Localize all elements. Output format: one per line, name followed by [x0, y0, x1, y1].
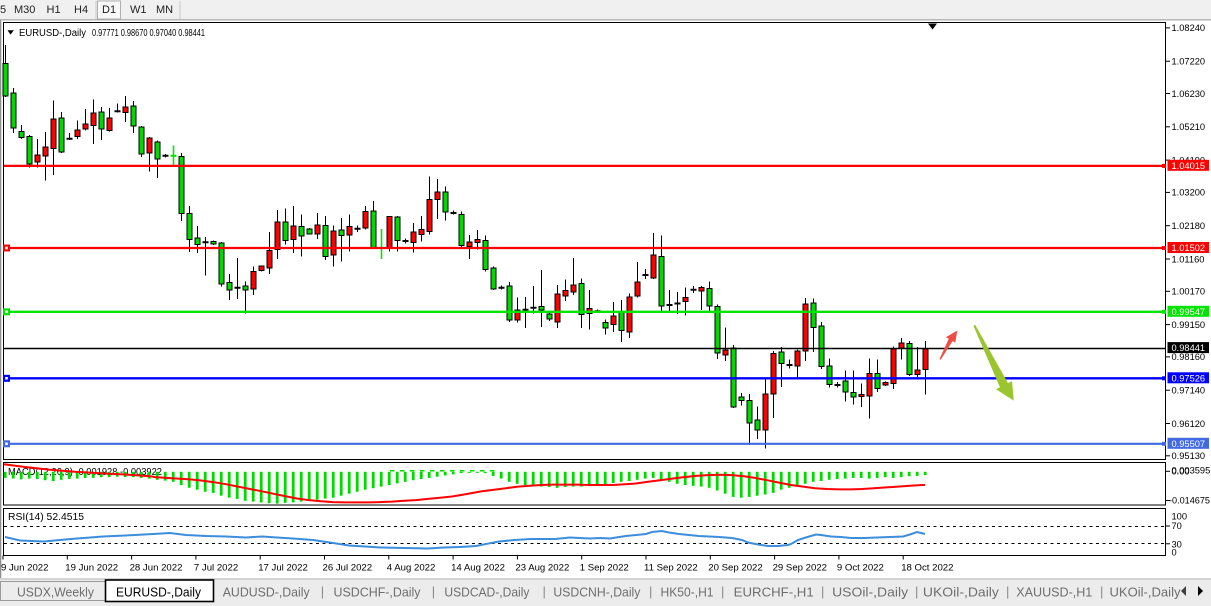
- svg-text:9 Jun 2022: 9 Jun 2022: [1, 563, 48, 574]
- svg-text:1.01160: 1.01160: [1172, 254, 1205, 264]
- svg-text:1.02180: 1.02180: [1172, 221, 1206, 231]
- svg-text:H4: H4: [74, 4, 88, 16]
- svg-text:UKOil-,Daily: UKOil-,Daily: [1110, 585, 1181, 600]
- svg-text:17 Jul 2022: 17 Jul 2022: [258, 563, 308, 574]
- svg-text:USDCAD-,Daily: USDCAD-,Daily: [444, 585, 529, 600]
- svg-text:5: 5: [0, 4, 6, 16]
- svg-text:14 Aug 2022: 14 Aug 2022: [451, 563, 505, 574]
- svg-text:0.98441: 0.98441: [1172, 343, 1206, 353]
- svg-text:20 Sep 2022: 20 Sep 2022: [708, 563, 762, 574]
- svg-text:RSI(14) 52.4515: RSI(14) 52.4515: [8, 512, 84, 523]
- svg-text:W1: W1: [130, 4, 147, 16]
- svg-text:0.96120: 0.96120: [1172, 419, 1206, 429]
- svg-text:AUDUSD-,Daily: AUDUSD-,Daily: [223, 585, 310, 600]
- svg-text:0.00: 0.00: [1172, 467, 1190, 477]
- svg-text:28 Jun 2022: 28 Jun 2022: [130, 563, 183, 574]
- svg-text:0.95507: 0.95507: [1172, 439, 1206, 449]
- svg-text:|: |: [321, 584, 324, 599]
- svg-text:23 Aug 2022: 23 Aug 2022: [515, 563, 569, 574]
- svg-text:|: |: [915, 584, 918, 599]
- svg-text:26 Jul 2022: 26 Jul 2022: [323, 563, 373, 574]
- svg-text:USDX,Weekly: USDX,Weekly: [17, 585, 94, 600]
- svg-text:0.98160: 0.98160: [1172, 352, 1206, 362]
- svg-text:|: |: [1100, 584, 1103, 599]
- svg-text:HK50-,H1: HK50-,H1: [661, 585, 714, 600]
- svg-text:EURUSD-,Daily: EURUSD-,Daily: [19, 28, 86, 39]
- svg-text:11 Sep 2022: 11 Sep 2022: [644, 563, 698, 574]
- svg-text:0.95130: 0.95130: [1172, 451, 1206, 461]
- svg-text:EURUSD-,Daily: EURUSD-,Daily: [116, 585, 201, 600]
- svg-text:29 Sep 2022: 29 Sep 2022: [773, 563, 827, 574]
- svg-text:18 Oct 2022: 18 Oct 2022: [901, 563, 953, 574]
- svg-text:-0.014675: -0.014675: [1169, 496, 1210, 506]
- svg-text:|: |: [432, 584, 435, 599]
- svg-text:0: 0: [1172, 547, 1177, 557]
- svg-text:1.07220: 1.07220: [1172, 57, 1206, 67]
- svg-text:D1: D1: [102, 4, 116, 16]
- svg-text:100: 100: [1172, 512, 1188, 522]
- svg-text:|: |: [721, 584, 724, 599]
- svg-text:UKOil-,Daily: UKOil-,Daily: [923, 585, 1000, 600]
- svg-text:1.08240: 1.08240: [1172, 23, 1206, 33]
- svg-text:19 Jun 2022: 19 Jun 2022: [65, 563, 118, 574]
- svg-text:4 Aug 2022: 4 Aug 2022: [387, 563, 436, 574]
- svg-text:1.06230: 1.06230: [1172, 89, 1206, 99]
- svg-text:0.003595: 0.003595: [1172, 465, 1211, 475]
- svg-text:M30: M30: [14, 4, 35, 16]
- svg-text:H1: H1: [47, 4, 61, 16]
- svg-text:1.00170: 1.00170: [1172, 287, 1206, 297]
- svg-text:MN: MN: [156, 4, 173, 16]
- svg-text:0.99547: 0.99547: [1172, 307, 1206, 317]
- svg-text:|: |: [1006, 584, 1009, 599]
- svg-text:9 Oct 2022: 9 Oct 2022: [837, 563, 884, 574]
- svg-text:|: |: [821, 584, 824, 599]
- svg-text:1 Sep 2022: 1 Sep 2022: [580, 563, 629, 574]
- svg-text:XAUUSD-,H1: XAUUSD-,H1: [1016, 585, 1092, 600]
- svg-text:7 Jul 2022: 7 Jul 2022: [194, 563, 238, 574]
- svg-text:EURCHF-,H1: EURCHF-,H1: [734, 585, 814, 600]
- svg-text:USDCHF-,Daily: USDCHF-,Daily: [334, 585, 421, 600]
- svg-text:USDCNH-,Daily: USDCNH-,Daily: [553, 585, 640, 600]
- svg-text:0.97140: 0.97140: [1172, 386, 1206, 396]
- svg-text:1.01502: 1.01502: [1172, 243, 1206, 253]
- svg-text:|: |: [543, 584, 546, 599]
- svg-text:0.97526: 0.97526: [1172, 373, 1206, 383]
- svg-text:70: 70: [1172, 521, 1182, 531]
- svg-text:0.99150: 0.99150: [1172, 320, 1206, 330]
- svg-text:1.04015: 1.04015: [1172, 161, 1206, 171]
- svg-text:30: 30: [1172, 540, 1182, 550]
- svg-text:USOil-,Daily: USOil-,Daily: [832, 585, 909, 600]
- svg-text:1.05210: 1.05210: [1172, 122, 1206, 132]
- svg-text:0.97771 0.98670 0.97040 0.9844: 0.97771 0.98670 0.97040 0.98441: [92, 28, 205, 39]
- svg-text:1.03200: 1.03200: [1172, 188, 1206, 198]
- svg-text:|: |: [649, 584, 652, 599]
